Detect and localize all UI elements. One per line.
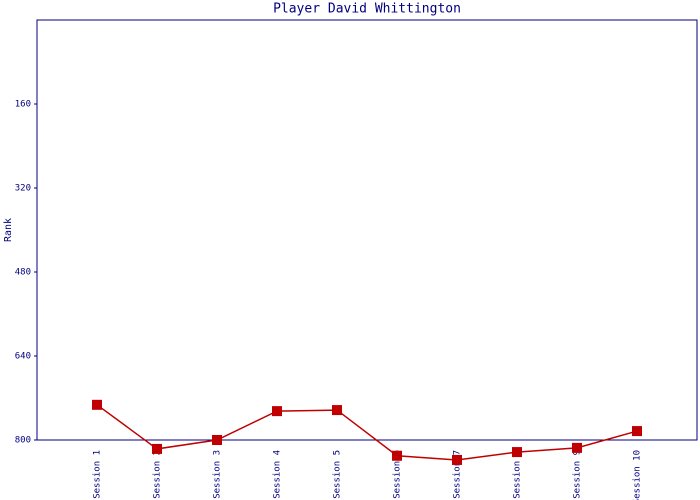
marker bbox=[212, 435, 222, 445]
x-tick-label: Session 3 bbox=[213, 450, 223, 499]
x-tick-label: Session 5 bbox=[333, 450, 343, 499]
x-tick-label: Session 9 bbox=[573, 450, 583, 499]
x-tick-label: Session 1 bbox=[93, 450, 103, 499]
marker bbox=[92, 399, 102, 410]
y-tick-label: 320 bbox=[15, 184, 31, 194]
x-tick-label: Session 6 bbox=[393, 450, 403, 499]
y-tick-label: 480 bbox=[15, 268, 31, 278]
x-tick-label: Session 10 bbox=[633, 450, 643, 500]
marker bbox=[572, 442, 582, 453]
x-tick-label: Session 4 bbox=[273, 450, 283, 499]
line bbox=[96, 404, 638, 461]
marker bbox=[632, 426, 642, 437]
plot-frame bbox=[36, 19, 698, 441]
y-tick-label: 640 bbox=[15, 352, 31, 362]
marker bbox=[152, 443, 162, 454]
marker bbox=[332, 405, 342, 416]
x-tick-label: Session 7 bbox=[453, 450, 463, 499]
marker bbox=[452, 454, 462, 465]
chart-title: Player David Whittington bbox=[273, 2, 461, 17]
marker bbox=[272, 406, 282, 417]
marker bbox=[512, 447, 522, 458]
y-tick-label: 160 bbox=[15, 100, 31, 110]
x-tick-label: Session 2 bbox=[153, 450, 163, 499]
y-tick-label: 800 bbox=[15, 436, 31, 446]
marker bbox=[392, 450, 402, 461]
x-tick-label: Session 8 bbox=[513, 450, 523, 499]
y-axis-label: Rank bbox=[3, 218, 14, 242]
